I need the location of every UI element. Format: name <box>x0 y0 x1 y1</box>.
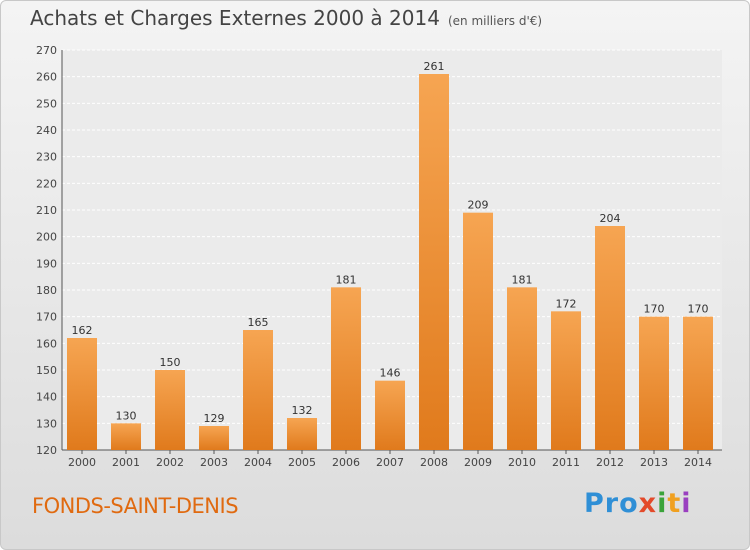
y-tick-label: 150 <box>36 364 57 377</box>
logo-part-3: i <box>657 488 668 519</box>
y-tick-label: 270 <box>36 44 57 57</box>
data-label-2002: 150 <box>160 356 181 369</box>
bar-2014 <box>683 316 713 450</box>
logo-part-1: Pro <box>584 488 639 519</box>
data-label-2013: 170 <box>644 303 665 316</box>
bar-2002 <box>155 370 185 450</box>
x-tick-label-2008: 2008 <box>420 456 448 469</box>
y-tick-label: 160 <box>36 337 57 350</box>
data-label-2006: 181 <box>336 273 357 286</box>
x-tick-label-2012: 2012 <box>596 456 624 469</box>
bar-2006 <box>331 287 361 450</box>
data-label-2012: 204 <box>600 212 621 225</box>
data-label-2007: 146 <box>380 367 401 380</box>
x-tick-label-2010: 2010 <box>508 456 536 469</box>
proxiti-logo: Proxiti <box>584 488 692 519</box>
y-tick-label: 230 <box>36 151 57 164</box>
chart-subtitle: (en milliers d'€) <box>447 14 543 28</box>
logo-part-4: t <box>667 488 682 519</box>
y-tick-label: 250 <box>36 97 57 110</box>
bar-2001 <box>111 423 141 450</box>
y-tick-label: 180 <box>36 284 57 297</box>
bar-2005 <box>287 418 317 450</box>
x-tick-label-2001: 2001 <box>112 456 140 469</box>
data-label-2010: 181 <box>512 273 533 286</box>
data-label-2009: 209 <box>468 199 489 212</box>
y-tick-label: 190 <box>36 257 57 270</box>
x-tick-label-2007: 2007 <box>376 456 404 469</box>
x-tick-label-2013: 2013 <box>640 456 668 469</box>
bar-2012 <box>595 226 625 450</box>
y-tick-label: 240 <box>36 124 57 137</box>
data-label-2008: 261 <box>424 60 445 73</box>
x-tick-label-2005: 2005 <box>288 456 316 469</box>
bar-2004 <box>243 330 273 450</box>
data-label-2014: 170 <box>688 303 709 316</box>
place-name: FONDS-SAINT-DENIS <box>32 494 239 518</box>
y-tick-label: 260 <box>36 71 57 84</box>
data-label-2005: 132 <box>292 404 313 417</box>
y-tick-label: 220 <box>36 177 57 190</box>
y-tick-label: 120 <box>36 444 57 457</box>
y-tick-label: 140 <box>36 391 57 404</box>
x-tick-label-2000: 2000 <box>68 456 96 469</box>
y-tick-label: 130 <box>36 417 57 430</box>
x-tick-label-2002: 2002 <box>156 456 184 469</box>
x-tick-label-2004: 2004 <box>244 456 272 469</box>
x-tick-label-2011: 2011 <box>552 456 580 469</box>
y-tick-label: 200 <box>36 231 57 244</box>
logo-part-5: i <box>681 488 692 519</box>
x-tick-label-2014: 2014 <box>684 456 712 469</box>
x-tick-label-2003: 2003 <box>200 456 228 469</box>
data-label-2000: 162 <box>72 324 93 337</box>
x-tick-label-2006: 2006 <box>332 456 360 469</box>
bar-2000 <box>67 338 97 450</box>
bar-2010 <box>507 287 537 450</box>
bar-2011 <box>551 311 581 450</box>
x-tick-label-2009: 2009 <box>464 456 492 469</box>
data-label-2004: 165 <box>248 316 269 329</box>
bar-2008 <box>419 74 449 450</box>
y-tick-label: 170 <box>36 311 57 324</box>
bar-2013 <box>639 316 669 450</box>
bar-2003 <box>199 426 229 450</box>
data-label-2001: 130 <box>116 409 137 422</box>
bar-2009 <box>463 212 493 450</box>
data-label-2003: 129 <box>204 412 225 425</box>
y-tick-label: 210 <box>36 204 57 217</box>
chart-title-text: Achats et Charges Externes 2000 à 2014 <box>30 6 440 30</box>
bar-2007 <box>375 380 405 450</box>
data-label-2011: 172 <box>556 297 577 310</box>
logo-part-2: x <box>638 488 658 519</box>
chart-title: Achats et Charges Externes 2000 à 2014 (e… <box>30 6 542 30</box>
